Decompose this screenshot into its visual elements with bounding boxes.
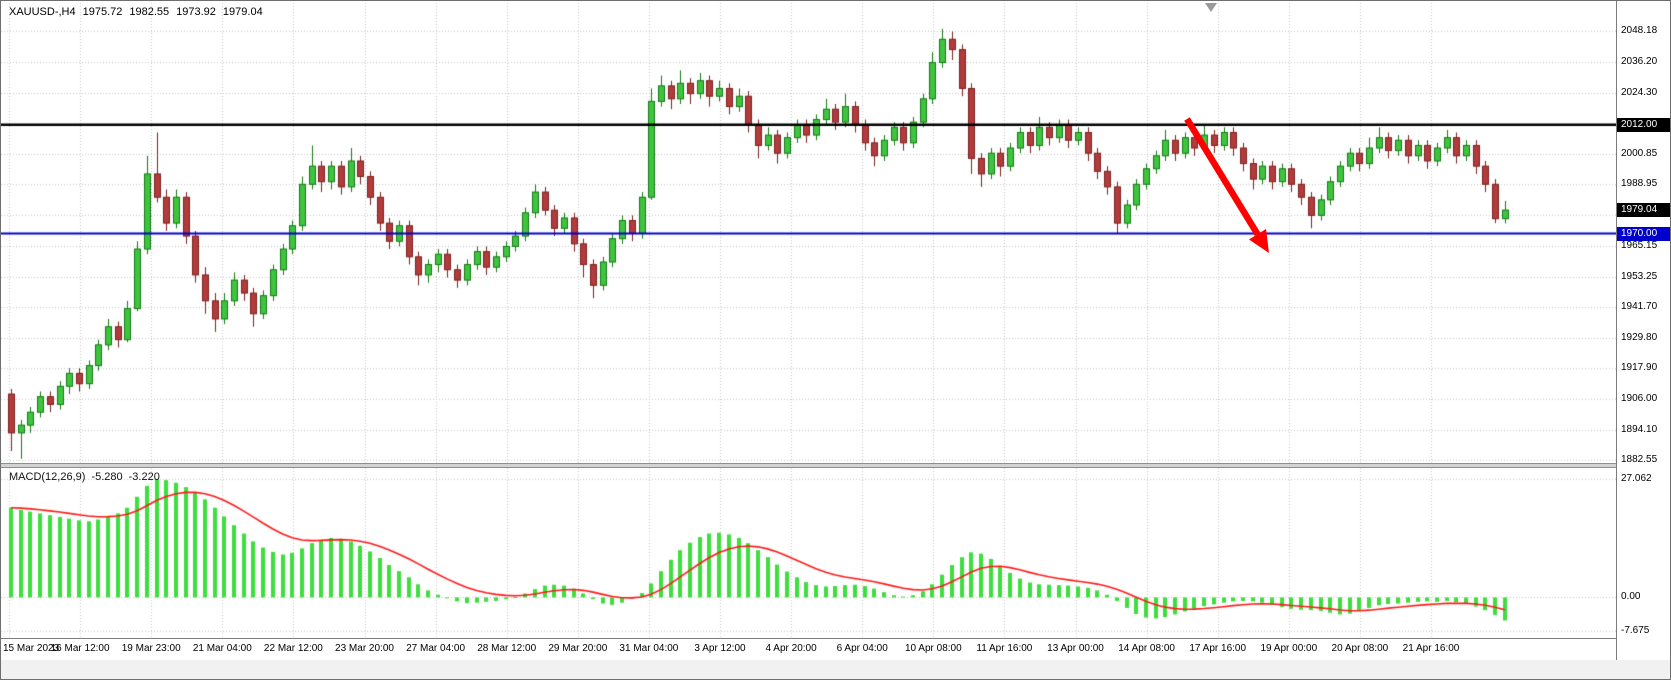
price-axis-tick: 2036.20 (1621, 56, 1658, 68)
price-axis-tick: 1906.00 (1621, 393, 1658, 405)
time-axis-label: 15 Mar 2023 (3, 643, 60, 654)
price-axis-tick: 1953.25 (1621, 270, 1658, 282)
time-axis-label: 21 Mar 04:00 (192, 643, 252, 654)
macd-axis-label: -7.675 (1621, 625, 1650, 636)
time-axis-label: 6 Apr 04:00 (836, 643, 888, 654)
time-axis-label: 11 Apr 16:00 (976, 643, 1033, 654)
price-axis-tick: 1965.15 (1621, 240, 1658, 252)
time-axis-label: 21 Apr 16:00 (1402, 643, 1460, 654)
macd-axis-label: 27.062 (1621, 473, 1652, 484)
macd-signal-value: -3.220 (128, 471, 160, 483)
bearish-trend-arrow[interactable] (1, 1, 1616, 659)
time-axis-label: 19 Apr 00:00 (1260, 643, 1318, 654)
price-axis-tick: 1894.10 (1621, 424, 1658, 436)
ohlc-header: XAUUSD-,H4 1975.72 1982.55 1973.92 1979.04 (9, 6, 270, 18)
time-axis-label: 27 Mar 04:00 (406, 643, 466, 654)
time-axis-label: 19 Mar 23:00 (121, 643, 181, 654)
low-value: 1973.92 (176, 6, 216, 18)
time-axis-label: 3 Apr 12:00 (694, 643, 746, 654)
price-axis-tick: 1941.70 (1621, 300, 1658, 312)
price-axis-tick: 1929.80 (1621, 331, 1658, 343)
macd-axis-label: 0.00 (1621, 591, 1641, 603)
arrow-shaft (1184, 117, 1261, 236)
time-axis-label: 31 Mar 04:00 (619, 643, 679, 654)
price-axis[interactable]: 2012.00 1979.04 1970.00 2048.18 2036.20 20… (1616, 1, 1670, 660)
time-axis-label: 17 Apr 16:00 (1189, 643, 1247, 654)
chart-plot-canvas[interactable] (1, 1, 1616, 659)
time-axis-label: 16 Mar 12:00 (50, 643, 110, 654)
arrow-head (1248, 229, 1269, 253)
chart-shift-marker[interactable] (1205, 3, 1217, 12)
high-value: 1982.55 (129, 6, 170, 18)
time-axis-label: 22 Mar 12:00 (263, 643, 323, 654)
time-axis-label: 23 Mar 20:00 (335, 643, 394, 654)
time-axis-label: 28 Mar 12:00 (477, 643, 537, 654)
close-value: 1979.04 (222, 6, 263, 18)
price-axis-tick: 1917.90 (1621, 362, 1658, 374)
support-price-badge: 1970.00 (1617, 226, 1670, 241)
price-axis-tick: 2024.30 (1621, 86, 1658, 98)
time-axis-label: 29 Mar 20:00 (548, 643, 608, 654)
pane-separator[interactable] (1, 463, 1670, 468)
price-axis-tick: 2048.18 (1621, 25, 1658, 37)
resistance-price-badge: 2012.00 (1617, 117, 1670, 132)
current-price-badge: 1979.04 (1617, 203, 1670, 218)
time-axis-label: 13 Apr 00:00 (1047, 643, 1104, 654)
time-axis-label: 4 Apr 20:00 (765, 643, 817, 654)
time-axis[interactable]: 15 Mar 2023 16 Mar 12:00 19 Mar 23:00 21 Ma… (1, 638, 1616, 661)
indicator-name: MACD(12,26,9) (9, 471, 86, 483)
macd-main-value: -5.280 (91, 471, 123, 483)
price-axis-tick: 2000.85 (1621, 147, 1658, 159)
open-value: 1975.72 (82, 6, 123, 18)
time-axis-label: 20 Apr 08:00 (1331, 643, 1389, 654)
price-axis-tick: 1882.55 (1621, 453, 1658, 465)
window-bottom-strip (1, 660, 1670, 679)
price-axis-tick: 1988.95 (1621, 178, 1658, 190)
time-axis-label: 14 Apr 08:00 (1118, 643, 1175, 654)
time-axis-label: 10 Apr 08:00 (904, 643, 962, 654)
macd-indicator-label: MACD(12,26,9) -5.280 -3.220 (9, 471, 166, 483)
symbol-period-label: XAUUSD-,H4 (9, 6, 76, 18)
